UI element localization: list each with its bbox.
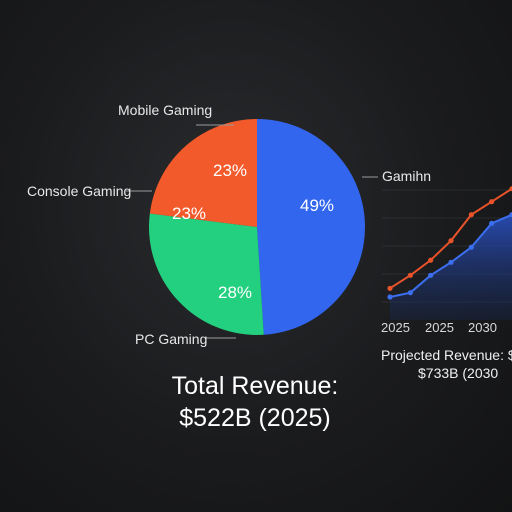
projected-revenue-line1: Projected Revenue: $	[381, 347, 512, 363]
legend-label-console-gaming: Console Gaming	[27, 183, 132, 199]
pie-slice-pc	[149, 213, 264, 335]
slice-label-console: 23%	[172, 204, 207, 223]
x-tick-label: 2025	[425, 320, 454, 335]
data-point	[428, 257, 434, 263]
data-point	[448, 259, 454, 265]
data-point	[468, 244, 474, 250]
data-point	[428, 272, 434, 278]
line-chart	[382, 186, 512, 320]
data-point	[489, 199, 495, 205]
data-point	[407, 272, 413, 278]
total-revenue-line2: $522B (2025)	[179, 404, 331, 432]
total-revenue-line1: Total Revenue:	[171, 372, 339, 400]
x-tick-label: 2030	[468, 320, 497, 335]
data-point	[489, 220, 495, 226]
slice-label-extra: 23%	[213, 161, 248, 180]
line-series-label: Gamihn	[382, 168, 432, 184]
data-point	[387, 285, 393, 291]
data-point	[509, 186, 512, 192]
x-tick-label: 2025	[381, 320, 410, 335]
pie-slice-mobile	[257, 119, 366, 335]
pie-slice-console	[149, 119, 257, 227]
data-point	[407, 290, 413, 296]
legend-label-pc-gaming: PC Gaming	[135, 331, 208, 347]
data-point	[509, 212, 512, 218]
legend-label-mobile-gaming: Mobile Gaming	[118, 102, 213, 118]
data-point	[448, 238, 454, 244]
slice-label-mobile: 49%	[300, 196, 335, 215]
projected-revenue-line2: $733B (2030	[418, 365, 499, 381]
data-point	[468, 212, 474, 218]
data-point	[387, 294, 393, 300]
slice-label-pc: 28%	[218, 283, 253, 302]
area-fill-blue	[390, 214, 512, 320]
